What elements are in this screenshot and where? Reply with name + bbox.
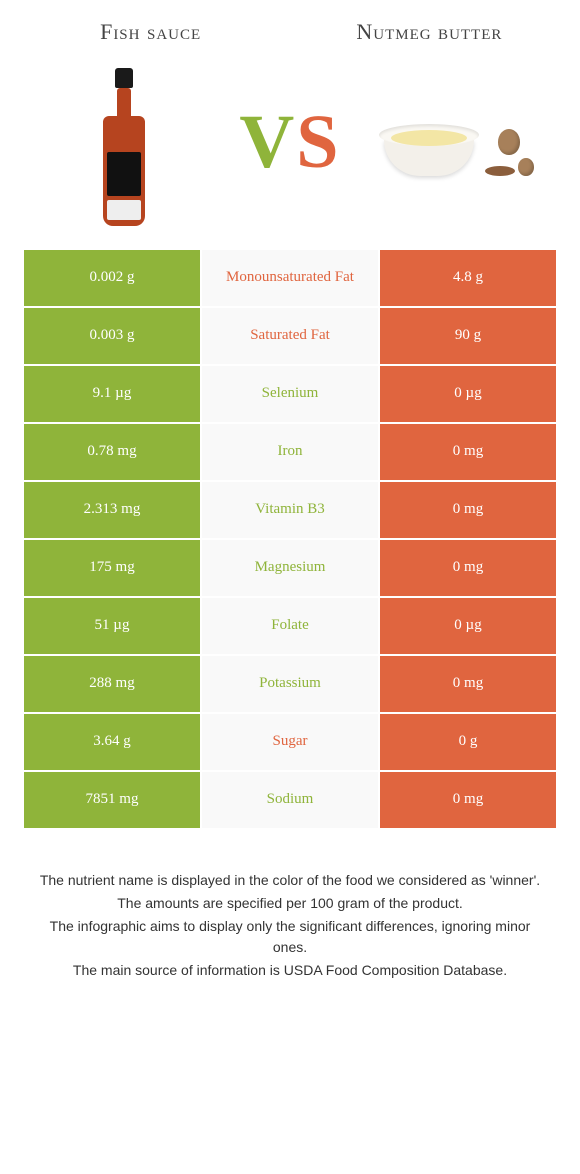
value-left: 7851 mg — [23, 771, 201, 829]
value-left: 51 µg — [23, 597, 201, 655]
nutmeg-butter-icon — [379, 116, 534, 176]
table-row: 0.78 mgIron0 mg — [23, 423, 557, 481]
footnote-line: The infographic aims to display only the… — [32, 916, 548, 958]
table-row: 7851 mgSodium0 mg — [23, 771, 557, 829]
nutrient-name: Magnesium — [201, 539, 379, 597]
comparison-table: 0.002 gMonounsaturated Fat4.8 g0.003 gSa… — [22, 248, 558, 830]
value-right: 0 mg — [379, 771, 557, 829]
nutrient-name: Sodium — [201, 771, 379, 829]
nutrient-name: Iron — [201, 423, 379, 481]
value-right: 0 µg — [379, 365, 557, 423]
value-right: 0 mg — [379, 423, 557, 481]
nutrient-name: Selenium — [201, 365, 379, 423]
footnote-line: The main source of information is USDA F… — [32, 960, 548, 981]
value-right: 0 mg — [379, 481, 557, 539]
nutrient-name: Vitamin B3 — [201, 481, 379, 539]
table-row: 3.64 gSugar0 g — [23, 713, 557, 771]
nutrient-name: Monounsaturated Fat — [201, 249, 379, 307]
value-left: 2.313 mg — [23, 481, 201, 539]
table-row: 0.003 gSaturated Fat90 g — [23, 307, 557, 365]
table-row: 2.313 mgVitamin B30 mg — [23, 481, 557, 539]
value-left: 3.64 g — [23, 713, 201, 771]
title-left: Fish sauce — [22, 18, 279, 46]
value-left: 9.1 µg — [23, 365, 201, 423]
value-left: 0.003 g — [23, 307, 201, 365]
footnote-line: The amounts are specified per 100 gram o… — [32, 893, 548, 914]
nutrient-name: Potassium — [201, 655, 379, 713]
fish-sauce-icon — [99, 66, 149, 226]
image-left — [22, 66, 226, 226]
value-right: 4.8 g — [379, 249, 557, 307]
footnote-line: The nutrient name is displayed in the co… — [32, 870, 548, 891]
vs-v: V — [239, 100, 296, 184]
vs-s: S — [296, 100, 340, 184]
value-right: 0 mg — [379, 539, 557, 597]
titles-row: Fish sauce Nutmeg butter — [22, 18, 558, 46]
value-right: 0 µg — [379, 597, 557, 655]
vs-label: VS — [239, 99, 340, 186]
table-row: 0.002 gMonounsaturated Fat4.8 g — [23, 249, 557, 307]
images-row: VS — [22, 56, 558, 236]
value-left: 0.78 mg — [23, 423, 201, 481]
nutrient-name: Folate — [201, 597, 379, 655]
nutrient-name: Sugar — [201, 713, 379, 771]
value-right: 90 g — [379, 307, 557, 365]
value-left: 288 mg — [23, 655, 201, 713]
table-row: 51 µgFolate0 µg — [23, 597, 557, 655]
value-right: 0 g — [379, 713, 557, 771]
infographic: Fish sauce Nutmeg butter VS — [0, 0, 580, 1001]
footnotes: The nutrient name is displayed in the co… — [22, 870, 558, 981]
title-right: Nutmeg butter — [301, 18, 558, 46]
value-left: 0.002 g — [23, 249, 201, 307]
table-row: 9.1 µgSelenium0 µg — [23, 365, 557, 423]
table-row: 175 mgMagnesium0 mg — [23, 539, 557, 597]
table-row: 288 mgPotassium0 mg — [23, 655, 557, 713]
nutrient-name: Saturated Fat — [201, 307, 379, 365]
value-left: 175 mg — [23, 539, 201, 597]
image-right — [354, 116, 558, 176]
value-right: 0 mg — [379, 655, 557, 713]
